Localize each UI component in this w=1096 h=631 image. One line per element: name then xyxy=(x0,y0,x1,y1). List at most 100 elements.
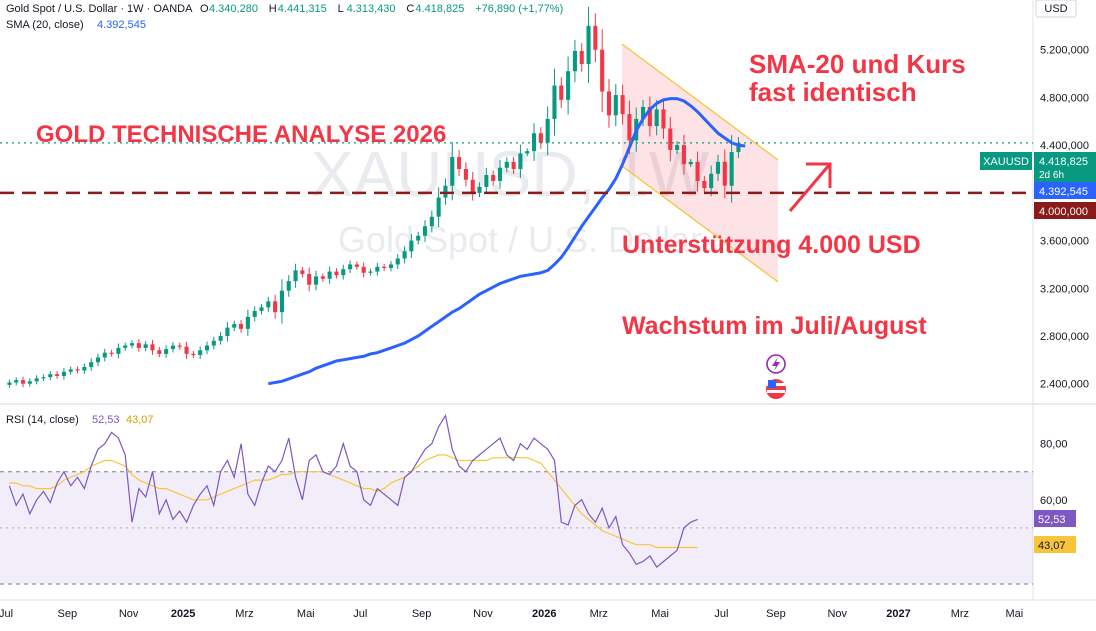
time-axis[interactable]: Jul Sep Nov 2025 Mrz Mai Jul Sep Nov 2026 Mrz Mai Ju… xyxy=(0,608,1023,620)
candle[interactable] xyxy=(736,136,741,158)
candle[interactable] xyxy=(95,353,101,367)
candle[interactable] xyxy=(102,348,107,362)
candle[interactable] xyxy=(538,127,543,149)
candle[interactable] xyxy=(511,156,516,175)
candle[interactable] xyxy=(661,99,666,139)
candle[interactable] xyxy=(722,149,727,199)
rsi-line[interactable] xyxy=(8,413,698,569)
candle[interactable] xyxy=(109,349,114,357)
currency-button[interactable] xyxy=(1035,0,1077,18)
candle[interactable] xyxy=(286,275,291,297)
candle[interactable] xyxy=(273,294,278,319)
candle[interactable] xyxy=(307,267,312,292)
candle[interactable] xyxy=(157,346,162,358)
candle[interactable] xyxy=(136,339,141,352)
candle[interactable] xyxy=(116,343,121,359)
candle[interactable] xyxy=(34,375,39,385)
candle[interactable] xyxy=(348,260,353,274)
candle[interactable] xyxy=(484,167,489,195)
candle[interactable] xyxy=(470,172,475,201)
candle[interactable] xyxy=(368,268,373,276)
candle[interactable] xyxy=(225,322,230,342)
candle[interactable] xyxy=(388,261,393,272)
candle[interactable] xyxy=(593,13,598,63)
candle[interactable] xyxy=(675,141,680,154)
candle[interactable] xyxy=(429,210,434,233)
candles[interactable] xyxy=(7,6,741,388)
candle[interactable] xyxy=(395,253,400,269)
candle[interactable] xyxy=(654,100,659,136)
candle[interactable] xyxy=(450,142,455,201)
candle[interactable] xyxy=(436,187,441,228)
candle[interactable] xyxy=(715,154,721,181)
candle[interactable] xyxy=(68,366,73,375)
candle[interactable] xyxy=(130,340,135,349)
candle[interactable] xyxy=(606,78,612,128)
candle[interactable] xyxy=(41,374,46,382)
candle[interactable] xyxy=(320,273,325,282)
candle[interactable] xyxy=(75,366,80,374)
candle[interactable] xyxy=(20,376,26,388)
candle[interactable] xyxy=(579,43,584,72)
candle[interactable] xyxy=(170,342,175,353)
candle[interactable] xyxy=(620,84,625,125)
rsi-ma-line[interactable] xyxy=(9,454,698,549)
candle[interactable] xyxy=(497,160,503,189)
candle[interactable] xyxy=(361,262,366,278)
candle[interactable] xyxy=(647,96,652,137)
candle[interactable] xyxy=(504,157,509,173)
candle[interactable] xyxy=(177,342,182,350)
candle[interactable] xyxy=(123,342,128,351)
candle[interactable] xyxy=(327,266,332,284)
candle[interactable] xyxy=(613,84,618,127)
candle[interactable] xyxy=(681,134,686,175)
us-flag-icon[interactable] xyxy=(766,379,786,399)
candle[interactable] xyxy=(422,220,428,242)
candle[interactable] xyxy=(382,263,387,271)
candle[interactable] xyxy=(239,320,244,333)
candle[interactable] xyxy=(27,378,32,387)
candle[interactable] xyxy=(279,279,284,324)
candle[interactable] xyxy=(259,303,264,315)
candle[interactable] xyxy=(211,336,216,350)
candle[interactable] xyxy=(232,320,237,332)
candle[interactable] xyxy=(218,332,223,345)
candle[interactable] xyxy=(334,268,339,279)
candle[interactable] xyxy=(7,379,12,388)
lightning-icon[interactable] xyxy=(766,354,786,374)
candle[interactable] xyxy=(204,341,210,355)
candle[interactable] xyxy=(313,270,319,291)
candle[interactable] xyxy=(463,162,468,187)
candle[interactable] xyxy=(300,266,305,278)
sma-line[interactable] xyxy=(268,97,746,386)
candle[interactable] xyxy=(150,339,155,355)
candle[interactable] xyxy=(82,363,87,374)
candle[interactable] xyxy=(164,345,169,358)
candle[interactable] xyxy=(198,346,203,359)
candle[interactable] xyxy=(341,264,346,280)
candle[interactable] xyxy=(252,306,257,322)
candle[interactable] xyxy=(491,170,496,186)
candle[interactable] xyxy=(48,371,53,381)
candle[interactable] xyxy=(709,165,714,197)
candle[interactable] xyxy=(409,233,414,258)
candle[interactable] xyxy=(668,117,673,162)
candle[interactable] xyxy=(375,262,380,276)
candle[interactable] xyxy=(477,182,482,198)
candle[interactable] xyxy=(586,6,591,84)
candle[interactable] xyxy=(600,29,605,113)
candle[interactable] xyxy=(531,123,537,161)
candle[interactable] xyxy=(572,40,577,83)
candle[interactable] xyxy=(552,68,557,136)
candle[interactable] xyxy=(402,246,407,264)
candle[interactable] xyxy=(695,151,700,192)
candle[interactable] xyxy=(518,144,523,178)
candle[interactable] xyxy=(729,135,734,203)
candle[interactable] xyxy=(293,263,298,288)
candle[interactable] xyxy=(89,358,94,371)
candle[interactable] xyxy=(354,261,359,270)
candle[interactable] xyxy=(559,77,564,109)
candle[interactable] xyxy=(266,296,271,312)
candle[interactable] xyxy=(184,341,189,359)
candle[interactable] xyxy=(143,340,148,352)
